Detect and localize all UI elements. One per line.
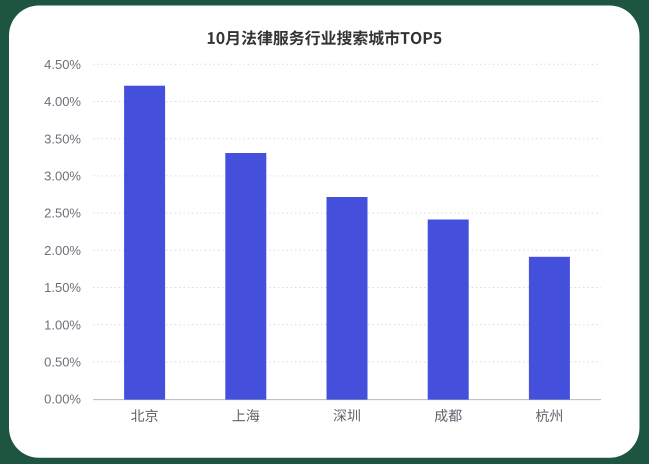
svg-text:4.00%: 4.00% (44, 94, 81, 109)
svg-text:3.50%: 3.50% (44, 131, 81, 146)
svg-text:4.50%: 4.50% (44, 57, 81, 72)
svg-text:0.00%: 0.00% (44, 392, 81, 407)
svg-text:1.50%: 1.50% (44, 280, 81, 295)
svg-text:2.50%: 2.50% (44, 206, 81, 221)
svg-text:3.00%: 3.00% (44, 169, 81, 184)
svg-text:0.50%: 0.50% (44, 355, 81, 370)
svg-text:1.00%: 1.00% (44, 317, 81, 332)
svg-text:2.00%: 2.00% (44, 243, 81, 258)
